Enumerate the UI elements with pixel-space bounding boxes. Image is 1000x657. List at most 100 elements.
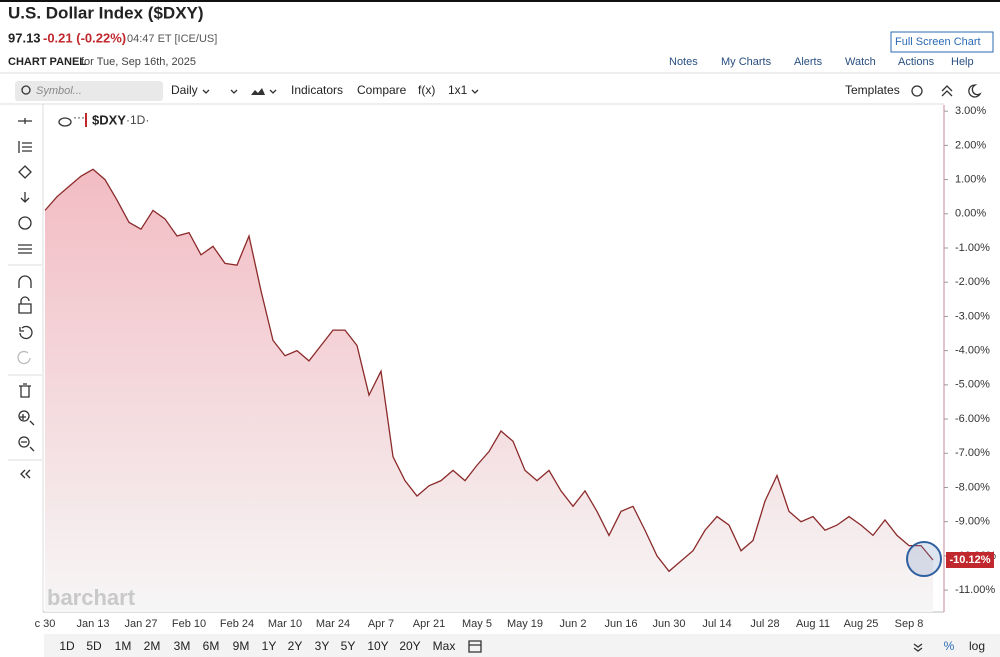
price-line bbox=[44, 168, 934, 573]
toolbar-item[interactable]: f(x) bbox=[418, 83, 435, 97]
x-tick-label: May 19 bbox=[507, 618, 543, 630]
tool-icon[interactable] bbox=[18, 244, 32, 254]
x-tick-label: Jan 27 bbox=[124, 618, 157, 630]
lock-icon[interactable] bbox=[18, 296, 32, 314]
top-border bbox=[0, 0, 1000, 2]
x-tick-label: May 5 bbox=[462, 618, 492, 630]
range-button[interactable]: 6M bbox=[203, 639, 220, 653]
x-tick-label: Aug 11 bbox=[796, 618, 830, 630]
percent-option[interactable]: % bbox=[944, 639, 955, 653]
collapse-icon[interactable] bbox=[941, 85, 953, 97]
nav-link[interactable]: Alerts bbox=[794, 56, 823, 68]
legend-menu[interactable]: ··· bbox=[73, 110, 85, 124]
x-tick-label: c 30 bbox=[35, 618, 56, 630]
zoom-out-icon[interactable] bbox=[21, 441, 35, 452]
range-button[interactable]: 1D bbox=[59, 639, 75, 653]
y-tick-label: -6.00% bbox=[955, 413, 990, 425]
range-button[interactable]: 3M bbox=[174, 639, 191, 653]
toolbar-item[interactable]: Compare bbox=[357, 83, 407, 97]
x-tick-label: Jun 16 bbox=[604, 618, 637, 630]
dark-mode-icon[interactable] bbox=[968, 84, 982, 98]
y-tick-label: 2.00% bbox=[955, 139, 986, 151]
legend-interval: ·1D· bbox=[126, 113, 149, 127]
symbol-search[interactable] bbox=[15, 81, 163, 101]
range-button[interactable]: 2M bbox=[144, 639, 161, 653]
nav-link[interactable]: Watch bbox=[845, 56, 876, 68]
x-tick-label: Jun 30 bbox=[652, 618, 685, 630]
nav-link[interactable]: Help bbox=[951, 56, 974, 68]
toolbar-item[interactable]: Indicators bbox=[291, 83, 343, 97]
toolbar-item[interactable]: 1x1 bbox=[448, 83, 468, 97]
range-button[interactable]: 5Y bbox=[341, 639, 356, 653]
range-button[interactable]: 9M bbox=[233, 639, 250, 653]
y-tick-label: -5.00% bbox=[955, 379, 990, 391]
nav-link[interactable]: My Charts bbox=[721, 56, 772, 68]
range-button[interactable]: 3Y bbox=[315, 639, 330, 653]
legend-symbol: $DXY bbox=[92, 112, 126, 127]
x-tick-label: Jan 13 bbox=[76, 618, 109, 630]
log-option[interactable]: log bbox=[969, 639, 985, 653]
tool-icon[interactable] bbox=[18, 118, 32, 124]
y-tick-label: -1.00% bbox=[955, 242, 990, 254]
y-tick-label: -3.00% bbox=[955, 310, 990, 322]
tool-icon[interactable] bbox=[18, 141, 32, 153]
interval[interactable]: Daily bbox=[171, 83, 198, 97]
y-tick-label: -11.00% bbox=[955, 584, 995, 596]
x-tick-label: Jul 14 bbox=[702, 618, 731, 630]
y-tick-label: -2.00% bbox=[955, 276, 990, 288]
x-tick-label: Sep 8 bbox=[895, 618, 924, 630]
tool-icon[interactable] bbox=[20, 192, 30, 203]
range-button[interactable]: 2Y bbox=[288, 639, 303, 653]
x-tick-label: Aug 25 bbox=[844, 618, 879, 630]
magnet-icon[interactable] bbox=[18, 275, 32, 288]
last-value-box bbox=[946, 552, 994, 568]
tool-icon[interactable] bbox=[18, 165, 32, 179]
calendar-icon[interactable] bbox=[468, 640, 482, 653]
range-button[interactable]: Max bbox=[433, 639, 456, 653]
price: 97.13 bbox=[8, 30, 41, 45]
settings-icon[interactable] bbox=[911, 85, 923, 97]
range-button[interactable]: 10Y bbox=[367, 639, 388, 653]
change: -0.21 (-0.22%) bbox=[43, 30, 126, 45]
templates[interactable]: Templates bbox=[845, 83, 900, 97]
range-button[interactable]: 1M bbox=[115, 639, 132, 653]
tool-icon[interactable] bbox=[18, 216, 32, 230]
y-tick-label: -7.00% bbox=[955, 447, 990, 459]
x-tick-label: Mar 24 bbox=[316, 618, 350, 630]
last-value-label: -10.12% bbox=[950, 554, 991, 566]
y-tick-label: 0.00% bbox=[955, 208, 986, 220]
y-tick-label: -4.00% bbox=[955, 345, 990, 357]
dropdown-arrows bbox=[202, 89, 479, 94]
zoom-in-icon[interactable] bbox=[18, 410, 30, 422]
symbol-placeholder[interactable]: Symbol... bbox=[36, 85, 82, 97]
expand-icon[interactable] bbox=[913, 643, 923, 652]
collapse-tools-icon[interactable] bbox=[20, 469, 31, 479]
undo-icon[interactable] bbox=[19, 325, 33, 340]
x-tick-label: Feb 10 bbox=[172, 618, 206, 630]
visibility-icon[interactable] bbox=[58, 117, 72, 127]
zoom-in-icon[interactable] bbox=[20, 414, 35, 426]
full-screen-button[interactable] bbox=[890, 31, 994, 53]
search-icon bbox=[21, 85, 31, 95]
y-tick-label: 3.00% bbox=[955, 105, 986, 117]
y-tick-label: -9.00% bbox=[955, 516, 990, 528]
drawing-tools bbox=[8, 118, 42, 479]
nav-link[interactable]: Notes bbox=[669, 56, 698, 68]
trash-icon[interactable] bbox=[19, 383, 31, 398]
x-tick-label: Feb 24 bbox=[220, 618, 254, 630]
full-screen-label[interactable]: Full Screen Chart bbox=[895, 36, 981, 48]
range-button[interactable]: 5D bbox=[86, 639, 102, 653]
chart-type-icon[interactable] bbox=[251, 88, 265, 95]
time: 04:47 ET [ICE/US] bbox=[127, 33, 217, 45]
x-tick-label: Jul 28 bbox=[750, 618, 779, 630]
chart: 3.00% 2.00% 1.00% 0.00% -1.00% -2.00% -3.00% -4… bbox=[35, 105, 996, 630]
nav-link[interactable]: Actions bbox=[898, 56, 935, 68]
area-fill bbox=[45, 169, 933, 612]
range-button[interactable]: 20Y bbox=[399, 639, 420, 653]
x-tick-label: Mar 10 bbox=[268, 618, 302, 630]
range-button[interactable]: 1Y bbox=[262, 639, 277, 653]
zoom-out-icon[interactable] bbox=[18, 436, 30, 448]
redo-icon[interactable] bbox=[17, 350, 31, 365]
